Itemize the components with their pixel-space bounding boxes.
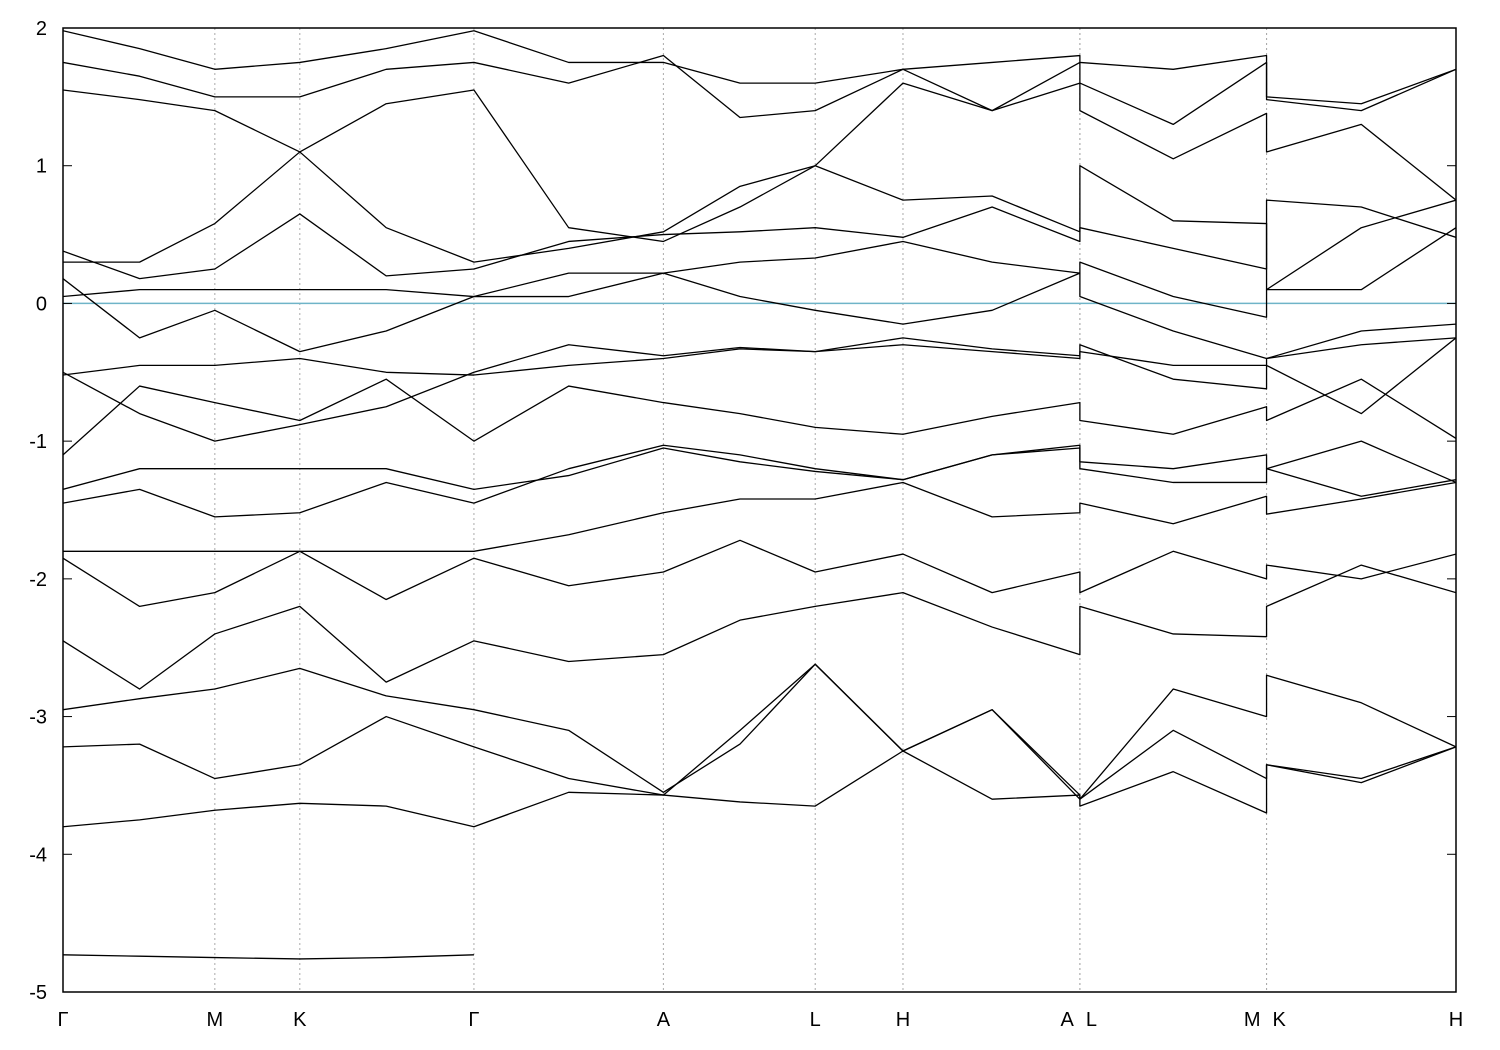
- y-tick-label: -1: [29, 431, 47, 453]
- y-tick-label: -5: [29, 982, 47, 1004]
- y-tick-label: 0: [36, 293, 47, 315]
- y-tick-label: 2: [36, 18, 47, 40]
- band-line: [63, 663, 1456, 800]
- band-line: [63, 447, 1456, 497]
- y-tick-label: -4: [29, 844, 47, 866]
- band-line: [63, 30, 1456, 105]
- x-tick-label: A: [1061, 1009, 1075, 1031]
- x-tick-label: K: [293, 1009, 307, 1031]
- y-tick-label: -2: [29, 569, 47, 591]
- band-line: [63, 227, 1456, 318]
- x-tick-label: A: [657, 1009, 671, 1031]
- band-line: [63, 378, 1456, 456]
- y-tick-label: 1: [36, 156, 47, 178]
- x-tick-label: Γ: [57, 1009, 68, 1031]
- x-tick-label: M: [207, 1009, 224, 1031]
- plot-frame: [62, 27, 1457, 993]
- band-line: [63, 440, 1456, 518]
- band-line: [63, 746, 1456, 828]
- band-line: [63, 82, 1456, 243]
- x-tick-label: H: [896, 1009, 910, 1031]
- band-line: [63, 337, 1456, 376]
- x-tick-label: Γ: [468, 1009, 479, 1031]
- band-line: [63, 272, 1456, 360]
- x-tick-label: H: [1449, 1009, 1463, 1031]
- x-tick-label: L: [810, 1009, 821, 1031]
- x-tick-label: M: [1244, 1009, 1261, 1031]
- band-line: [63, 564, 1456, 690]
- band-line: [63, 481, 1456, 552]
- x-tick-label: K: [1273, 1009, 1287, 1031]
- bands: [63, 30, 1456, 959]
- y-tick-label: -3: [29, 707, 47, 729]
- x-tick-label: L: [1086, 1009, 1097, 1031]
- band-line: [63, 663, 1456, 800]
